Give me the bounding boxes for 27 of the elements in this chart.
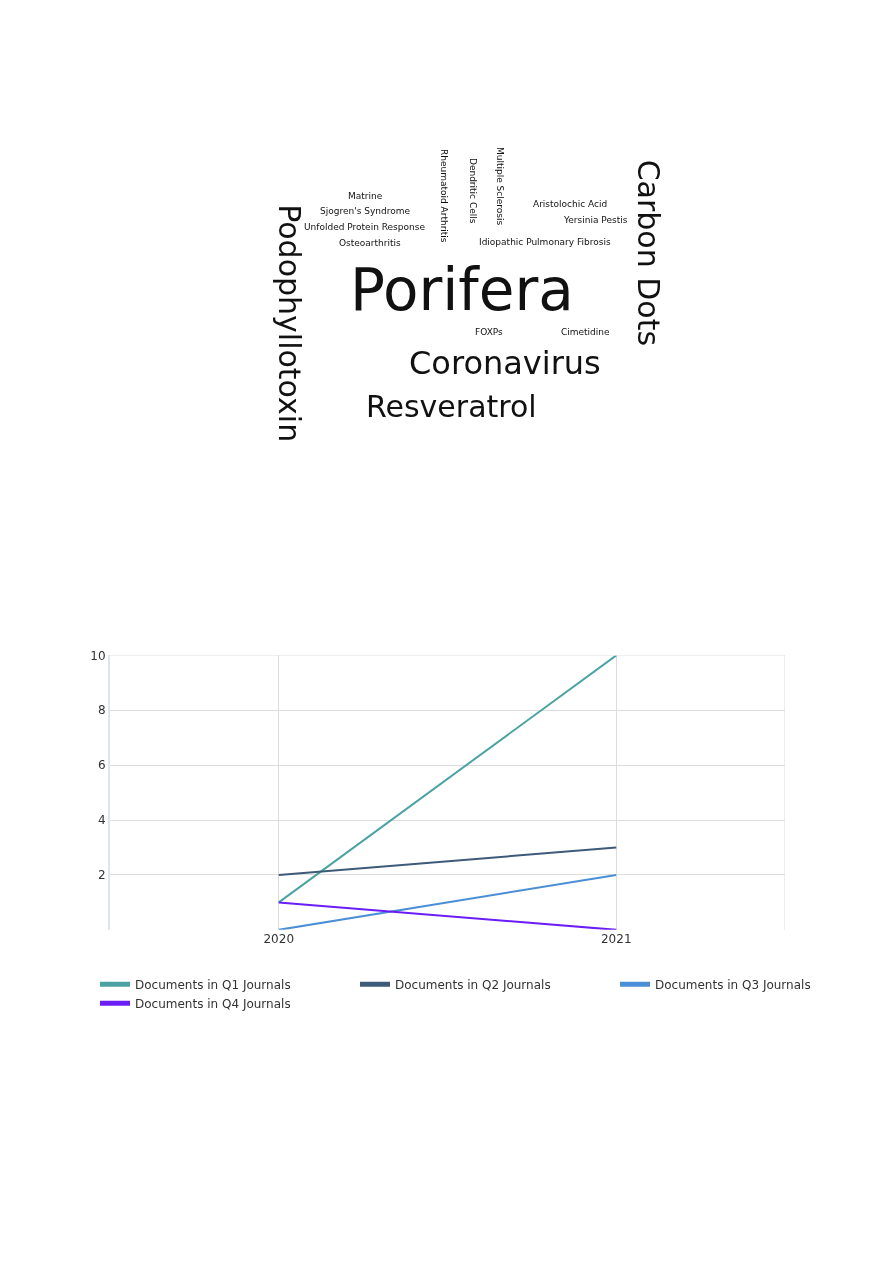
legend-label: Documents in Q3 Journals — [655, 977, 811, 992]
text: Yersinia Pestis — [563, 215, 628, 225]
text: Rheumatoid Arthritis — [438, 148, 449, 243]
text: Idiopathic Pulmonary Fibrosis — [479, 237, 611, 247]
y-tick-label: 4 — [97, 813, 106, 828]
y-tick-label: 2 — [97, 868, 106, 883]
text: Dendritic Cells — [467, 157, 478, 224]
x-tick-label: 2020 — [263, 931, 295, 946]
text: Carbon Dots — [630, 159, 666, 347]
x-tick-label: 2021 — [600, 931, 632, 946]
text: Multiple Sclerosis — [495, 147, 505, 226]
text: Coronavirus — [409, 344, 601, 382]
legend-label: Documents in Q2 Journals — [395, 977, 551, 992]
y-tick-label: 10 — [90, 648, 106, 663]
legend-label: Documents in Q4 Journals — [135, 996, 291, 1011]
text: Cimetidine — [561, 327, 611, 337]
text: Matrine — [348, 191, 383, 201]
legend-label: Documents in Q1 Journals — [135, 977, 291, 992]
text: Unfolded Protein Response — [304, 222, 426, 232]
text: Osteoarthritis — [339, 238, 402, 248]
y-tick-label: 8 — [97, 703, 106, 718]
text: Aristolochic Acid — [533, 199, 608, 209]
text: Porifera — [350, 256, 574, 324]
y-tick-label: 6 — [97, 758, 106, 773]
text: Sjogren's Syndrome — [320, 206, 411, 216]
text: Resveratrol — [366, 389, 537, 424]
text: FOXPs — [475, 327, 504, 337]
